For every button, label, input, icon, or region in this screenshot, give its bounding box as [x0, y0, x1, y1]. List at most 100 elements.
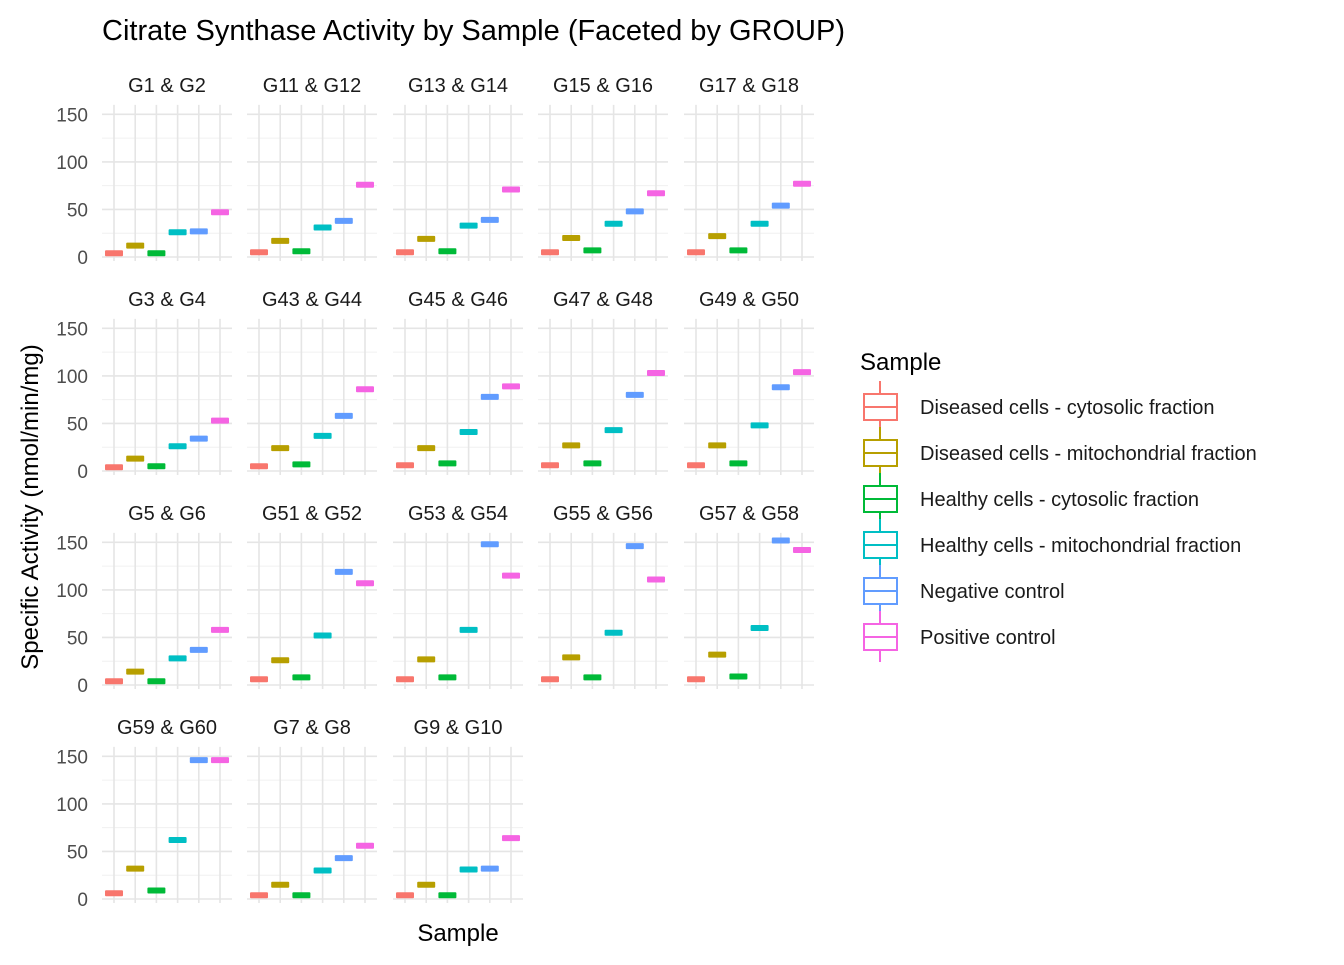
legend-label: Positive control [920, 627, 1056, 649]
legend-title: Sample [860, 349, 941, 376]
box-mark [480, 865, 499, 872]
box-mark [793, 546, 811, 553]
box-mark [105, 678, 123, 685]
box-mark [771, 202, 790, 209]
box-mark [396, 892, 414, 899]
y-tick-label: 100 [56, 581, 88, 602]
box-mark [189, 646, 208, 653]
box-mark [480, 393, 499, 400]
facet-panel: G7 & G8 [247, 717, 377, 903]
box-mark [771, 537, 790, 544]
y-tick-label: 100 [56, 153, 88, 174]
box-mark [313, 632, 332, 639]
facet-strip-label: G15 & G16 [553, 75, 653, 97]
y-tick-label: 100 [56, 795, 88, 816]
box-mark [334, 855, 353, 862]
y-tick-label: 50 [67, 628, 88, 649]
y-axis-label: Specific Activity (nmol/min/mg) [17, 344, 44, 669]
box-mark [356, 580, 374, 587]
box-mark [459, 429, 478, 436]
legend-item: Positive control [863, 611, 1056, 662]
box-mark [313, 224, 332, 231]
box-mark [211, 757, 229, 764]
box-mark [480, 216, 499, 223]
y-tick-label: 150 [56, 533, 88, 554]
y-tick-label: 50 [67, 200, 88, 221]
box-mark [417, 445, 436, 452]
facet-strip-label: G57 & G58 [699, 503, 799, 525]
box-mark [750, 422, 769, 429]
box-mark [583, 247, 602, 254]
box-mark [126, 668, 145, 675]
box-mark [583, 460, 602, 467]
y-tick-label: 0 [77, 462, 88, 483]
facet-strip-label: G59 & G60 [117, 717, 217, 739]
box-mark [313, 867, 332, 874]
box-mark [250, 463, 268, 470]
legend: Sample Diseased cells - cytosolic fracti… [860, 349, 1257, 662]
box-mark [729, 247, 748, 254]
facet-strip-label: G3 & G4 [128, 289, 206, 311]
facet-strip-label: G45 & G46 [408, 289, 508, 311]
y-tick-label: 0 [77, 676, 88, 697]
facet-panel: G5 & G6 0 50 100 150 [56, 503, 232, 697]
box-mark [604, 427, 623, 434]
chart-title: Citrate Synthase Activity by Sample (Fac… [102, 15, 845, 47]
box-mark [168, 229, 187, 236]
facet-strip-label: G53 & G54 [408, 503, 508, 525]
legend-item: Diseased cells - mitochondrial fraction [863, 427, 1257, 478]
box-mark [147, 463, 166, 470]
y-tick-label: 150 [56, 319, 88, 340]
y-tick-label: 50 [67, 842, 88, 863]
box-mark [313, 432, 332, 439]
box-mark [541, 462, 559, 469]
facet-panel: G59 & G60 0 50 100 150 [56, 717, 232, 911]
y-tick-label: 0 [77, 248, 88, 269]
box-mark [604, 629, 623, 636]
box-mark [625, 391, 644, 398]
facet-panel: G9 & G10 [393, 717, 523, 903]
box-mark [480, 541, 499, 548]
box-mark [625, 543, 644, 550]
box-mark [292, 674, 311, 681]
box-mark [562, 654, 581, 661]
box-mark [126, 242, 145, 249]
facet-panel: G45 & G46 [393, 289, 523, 475]
box-mark [126, 455, 145, 462]
box-mark [562, 234, 581, 241]
box-mark [708, 442, 727, 449]
box-mark [168, 655, 187, 662]
facet-panels: G1 & G2 0 50 100 150 G11 & G12 G13 & G14 G15 & … [56, 75, 814, 911]
box-mark [583, 674, 602, 681]
legend-label: Negative control [920, 581, 1065, 603]
box-mark [729, 460, 748, 467]
box-mark [541, 676, 559, 683]
facet-strip-label: G1 & G2 [128, 75, 206, 97]
box-mark [334, 568, 353, 575]
box-mark [687, 462, 705, 469]
box-mark [417, 881, 436, 888]
box-mark [438, 674, 457, 681]
box-mark [271, 237, 290, 244]
box-mark [459, 222, 478, 229]
box-mark [189, 228, 208, 235]
facet-strip-label: G13 & G14 [408, 75, 508, 97]
facet-strip-label: G51 & G52 [262, 503, 362, 525]
box-mark [417, 656, 436, 663]
box-mark [687, 676, 705, 683]
box-mark [211, 209, 229, 216]
box-mark [356, 386, 374, 393]
box-mark [502, 572, 520, 579]
box-mark [793, 180, 811, 187]
box-mark [541, 249, 559, 256]
box-mark [126, 865, 145, 872]
box-mark [687, 249, 705, 256]
facet-strip-label: G5 & G6 [128, 503, 206, 525]
legend-label: Healthy cells - cytosolic fraction [920, 489, 1199, 511]
box-mark [105, 464, 123, 471]
facet-panel: G49 & G50 [684, 289, 814, 475]
box-mark [147, 678, 166, 685]
box-mark [292, 248, 311, 255]
box-mark [147, 250, 166, 257]
facet-strip-label: G55 & G56 [553, 503, 653, 525]
